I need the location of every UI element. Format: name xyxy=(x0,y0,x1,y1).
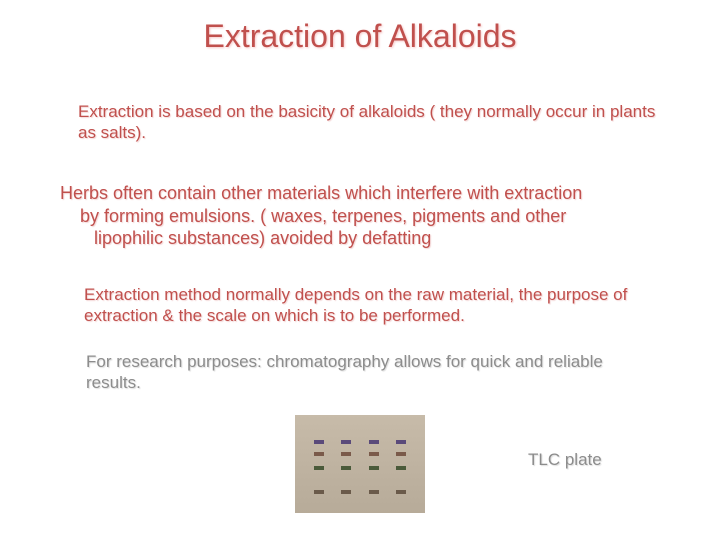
tlc-lane xyxy=(397,424,405,504)
tlc-lane xyxy=(315,424,323,504)
tlc-plate-image xyxy=(295,415,425,513)
tlc-plate-label: TLC plate xyxy=(528,450,602,470)
tlc-lane xyxy=(370,424,378,504)
p2-line2: by forming emulsions. ( waxes, terpenes,… xyxy=(80,205,670,228)
paragraph-chromatography: For research purposes: chromatography al… xyxy=(86,351,646,394)
paragraph-interference: Herbs often contain other materials whic… xyxy=(60,182,670,250)
tlc-lane xyxy=(342,424,350,504)
p2-line1: Herbs often contain other materials whic… xyxy=(60,182,670,205)
p2-line3: lipophilic substances) avoided by defatt… xyxy=(94,227,670,250)
slide-title: Extraction of Alkaloids xyxy=(0,0,720,55)
paragraph-basicity: Extraction is based on the basicity of a… xyxy=(78,101,673,144)
paragraph-method: Extraction method normally depends on th… xyxy=(84,284,656,327)
